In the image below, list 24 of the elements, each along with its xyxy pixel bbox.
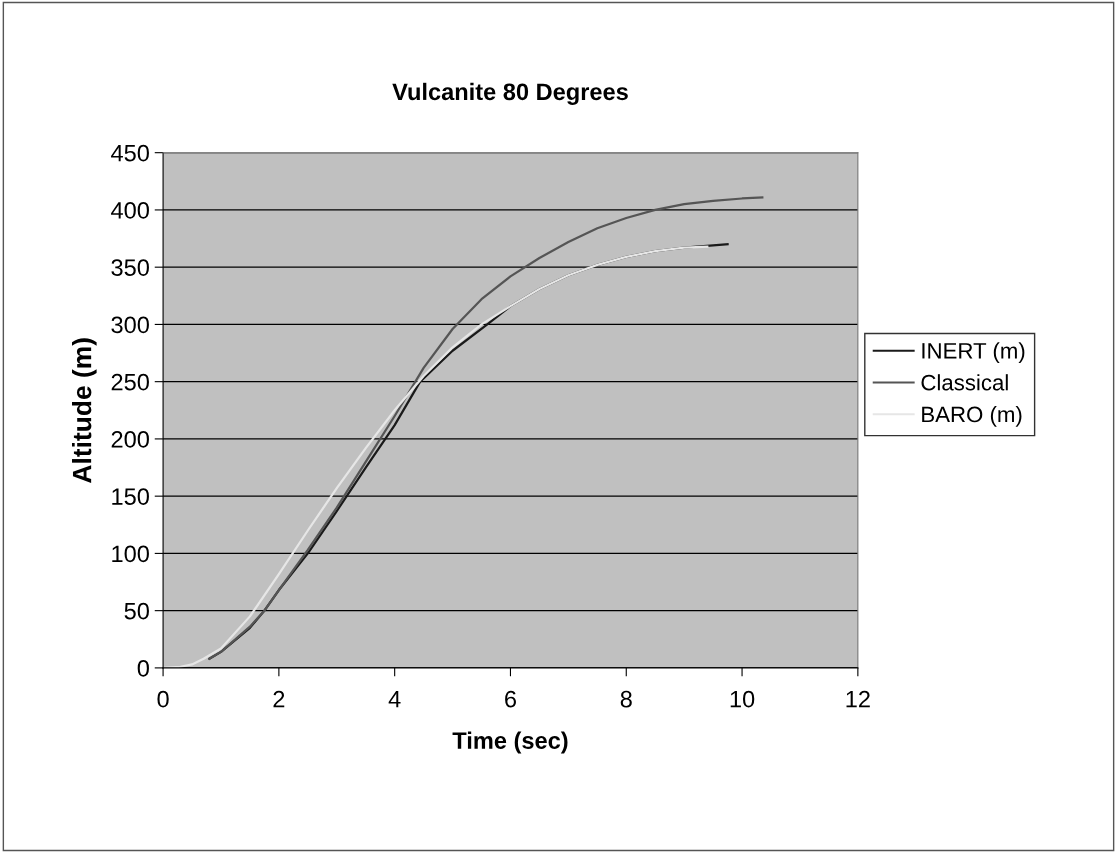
chart-title: Vulcanite 80 Degrees [392, 82, 628, 105]
y-tick-label: 50 [124, 602, 149, 620]
y-tick-label: 300 [111, 316, 149, 334]
y-tick-label: 0 [137, 659, 149, 677]
y-tick-label: 450 [111, 144, 149, 162]
y-tick-label: 350 [111, 259, 149, 276]
line-series [208, 196, 764, 660]
y-tick-label: 250 [111, 373, 149, 391]
x-axis-title: Time (sec) [452, 731, 568, 754]
y-tick-label: 400 [111, 202, 149, 219]
y-tick-label: 200 [111, 430, 149, 448]
legend-label: Classical [921, 374, 1008, 391]
y-axis-title: Altitude (m) [72, 338, 97, 483]
x-tick-label: 6 [505, 690, 516, 708]
x-tick-label: 12 [846, 690, 870, 708]
x-tick-label: 4 [388, 690, 401, 708]
x-tick-label: 8 [620, 690, 632, 708]
y-tick-label: 100 [112, 545, 149, 563]
x-tick-label: 10 [730, 690, 755, 708]
x-tick-label: 2 [273, 690, 285, 708]
y-tick-label: 150 [112, 488, 149, 505]
legend-label: INERT (m) [922, 342, 1025, 364]
x-tick-label: 0 [157, 690, 169, 708]
legend-label: BARO (m) [922, 406, 1022, 427]
